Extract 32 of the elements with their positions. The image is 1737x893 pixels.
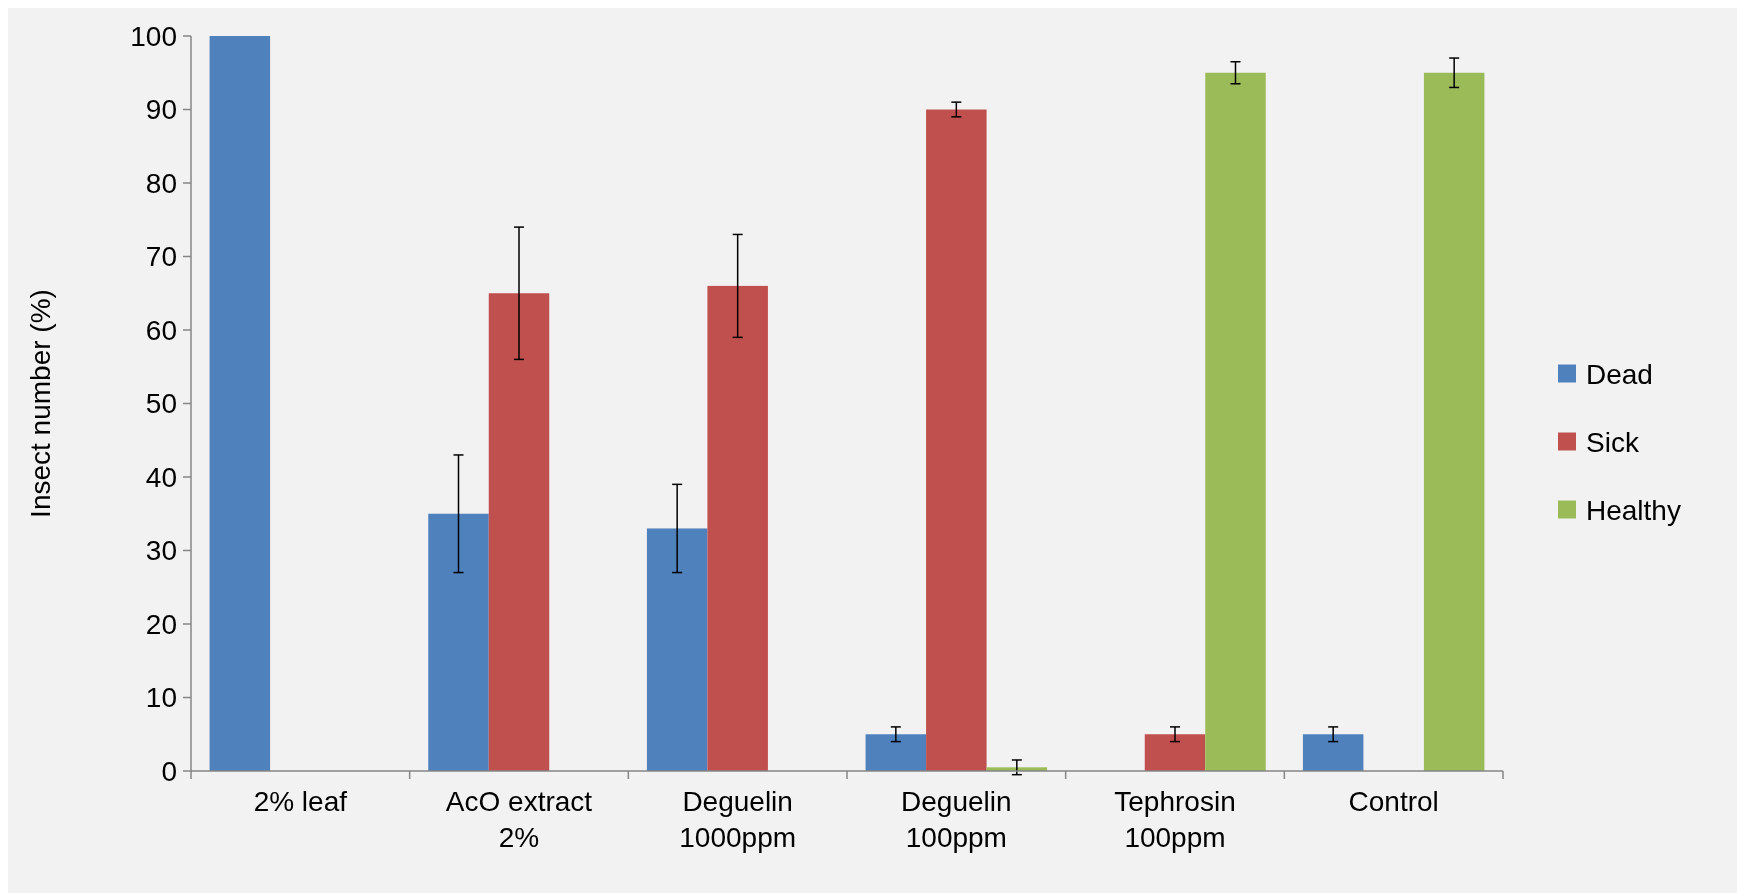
legend-label: Healthy [1586,495,1681,527]
y-axis-title: Insect number (%) [25,289,56,518]
y-tick-label: 90 [145,94,177,126]
y-tick-label: 20 [145,608,177,640]
y-tick-label: 50 [145,388,177,420]
x-tick-label: 2% leaf [253,786,348,817]
bar [865,734,927,771]
x-tick-label: Deguelin 100ppm [901,786,1012,853]
bar [1205,72,1266,771]
bar [209,36,271,771]
bar [1144,734,1206,771]
y-tick-label: 80 [145,167,177,199]
x-tick-label: Deguelin 1000ppm [679,786,797,853]
bar [646,528,708,771]
y-tick-label: 100 [130,20,177,52]
bar [1302,734,1364,771]
bar [428,513,489,771]
legend-label: Sick [1586,427,1640,459]
bar [1423,72,1485,771]
x-tick-label: AcO extract 2% [445,786,593,853]
y-tick-label: 70 [145,241,177,273]
bar [707,285,768,771]
y-tick-label: 10 [145,682,177,714]
y-tick-label: 30 [145,535,177,567]
y-tick-label: 0 [161,755,177,787]
bar [926,109,987,771]
bar [488,293,550,771]
legend-label: Dead [1586,359,1653,391]
y-tick-label: 60 [145,314,177,346]
y-tick-label: 40 [145,461,177,493]
x-tick-label: Tephrosin 100ppm [1114,786,1236,853]
x-tick-label: Control [1348,786,1439,817]
